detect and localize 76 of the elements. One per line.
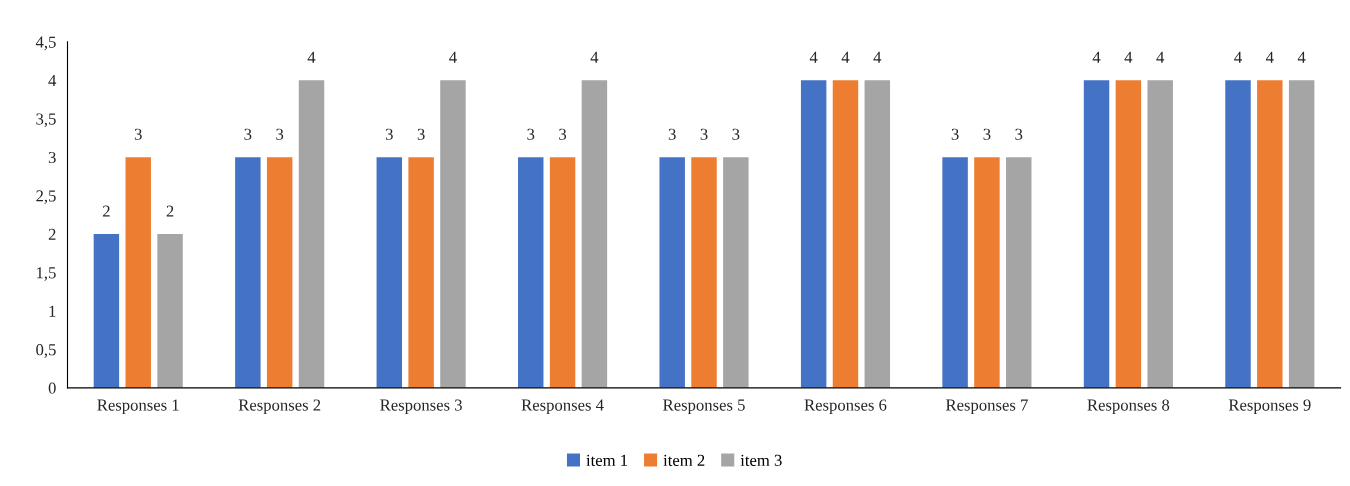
data-label: 3 [668,128,676,140]
legend-label: item 2 [663,454,705,466]
bar [518,157,544,388]
data-label: 3 [1015,128,1023,140]
x-tick-label: Responses 7 [945,399,1028,415]
y-tick-label: 0,5 [36,344,56,358]
x-tick-label: Responses 3 [380,399,462,415]
bar [942,157,968,388]
bar [974,157,1000,388]
legend-label: item 1 [586,454,628,466]
y-tick-label: 0 [48,382,56,394]
data-label: 3 [385,128,393,140]
data-label: 3 [732,128,740,140]
data-label: 4 [1265,51,1274,63]
y-tick-label: 2,5 [36,190,56,204]
bar [723,157,749,388]
data-label: 3 [700,128,708,140]
y-tick-label: 1,5 [37,267,56,281]
x-tick-label: Responses 6 [804,399,887,415]
bar [581,80,608,388]
data-label: 4 [1092,51,1101,63]
y-tick-label: 3,5 [36,113,56,128]
x-tick-label: Responses 2 [238,399,321,415]
y-tick-label: 4,5 [35,36,56,51]
x-tick-label: Responses 5 [663,399,745,415]
bar [1006,157,1032,388]
data-label: 4 [1297,51,1306,63]
data-label: 4 [590,51,599,63]
bar [408,157,434,388]
data-label: 3 [134,128,142,140]
data-label: 3 [527,128,535,140]
data-label: 4 [873,51,882,63]
bar [93,234,120,388]
x-tick-label: Responses 8 [1087,399,1170,415]
legend-label: item 3 [740,454,782,466]
bar [376,157,403,388]
data-label: 4 [1124,51,1133,63]
data-label: 4 [307,51,316,63]
bar [1225,80,1251,388]
bar [659,157,685,388]
data-label: 3 [951,128,959,140]
bar [1147,80,1173,388]
data-label: 4 [841,51,850,63]
y-tick-label: 2 [48,228,56,240]
bar [266,157,293,388]
data-label: 3 [276,128,284,140]
bar [1257,80,1283,388]
bar [440,80,466,388]
data-label: 2 [102,205,110,217]
bar [864,80,891,388]
bar [800,80,827,388]
bar [691,157,717,388]
data-label: 3 [559,128,567,140]
data-label: 3 [244,128,252,140]
data-label: 4 [1234,51,1242,63]
y-tick-label: 4 [48,75,57,87]
bar [298,80,325,388]
data-label: 2 [166,205,174,217]
bar [1288,80,1315,388]
data-label: 4 [449,51,457,63]
data-label: 3 [417,128,425,140]
y-tick-label: 3 [48,151,56,164]
x-tick-label: Responses 4 [521,399,604,415]
data-label: 3 [983,128,991,140]
data-label: 4 [809,51,818,63]
x-tick-label: Responses 9 [1228,399,1311,415]
bar [157,234,183,388]
bar [1115,80,1142,388]
y-tick-label: 1 [49,305,56,317]
bar [1083,80,1110,388]
data-label: 4 [1156,51,1165,63]
bar [832,80,859,388]
x-tick-label: Responses 1 [97,399,179,415]
bar [235,157,261,388]
bar [125,157,151,388]
bar [549,157,576,388]
